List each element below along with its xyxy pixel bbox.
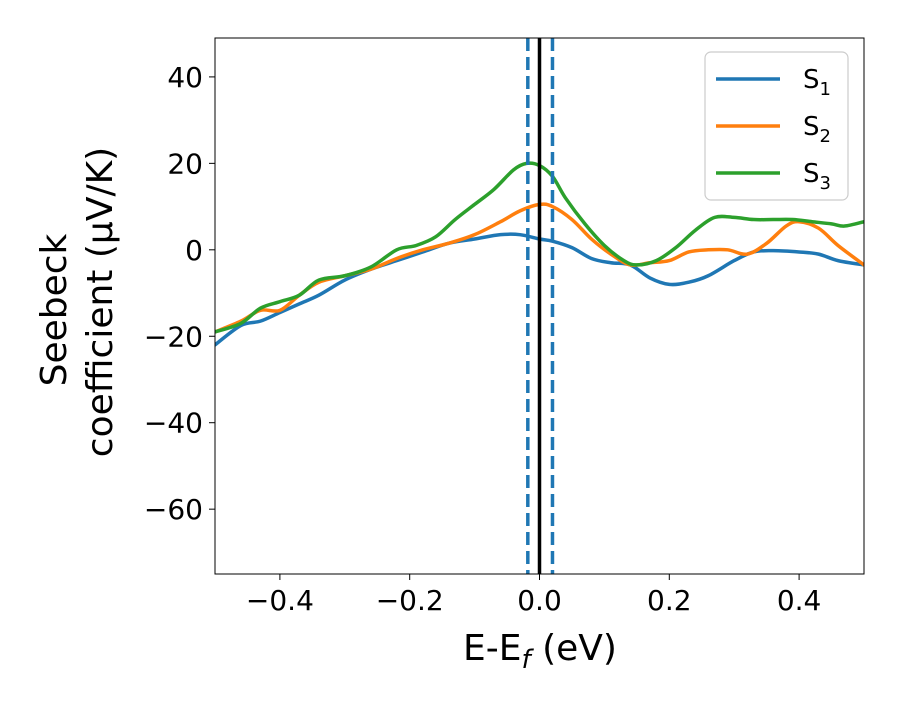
y-tick-label: 40: [167, 61, 203, 94]
y-tick-label: 0: [185, 234, 203, 267]
x-tick-label: 0.4: [777, 584, 822, 617]
x-tick-label: −0.4: [246, 584, 314, 617]
legend: S1 S2 S3: [704, 51, 849, 201]
x-axis-label-unit: (eV): [531, 628, 617, 669]
y-tick-label: −40: [144, 407, 203, 440]
legend-label-s3: S3: [803, 159, 831, 194]
y-axis-label-line1: Seebeck: [34, 233, 75, 386]
x-tick-label: 0.2: [647, 584, 692, 617]
x-tick-label: 0.0: [517, 584, 562, 617]
y-axis-label-line2: coefficient (μV/K): [80, 147, 121, 457]
y-tick-label: 20: [167, 147, 203, 180]
y-tick-label: −20: [144, 320, 203, 353]
y-tick-label: −60: [144, 493, 203, 526]
legend-label-s2: S2: [803, 112, 831, 147]
x-axis-label-main: E-E: [463, 628, 521, 669]
vertical-lines: [526, 38, 555, 574]
x-tick-label: −0.2: [376, 584, 444, 617]
legend-label-s1: S1: [803, 65, 831, 100]
x-axis-ticks: −0.4 −0.2 0.0 0.2 0.4: [246, 574, 821, 617]
y-axis-ticks: 40 20 0 −20 −40 −60: [144, 61, 215, 526]
x-axis-label: E-Ef (eV): [463, 628, 617, 675]
series-line-s2: [215, 202, 864, 334]
